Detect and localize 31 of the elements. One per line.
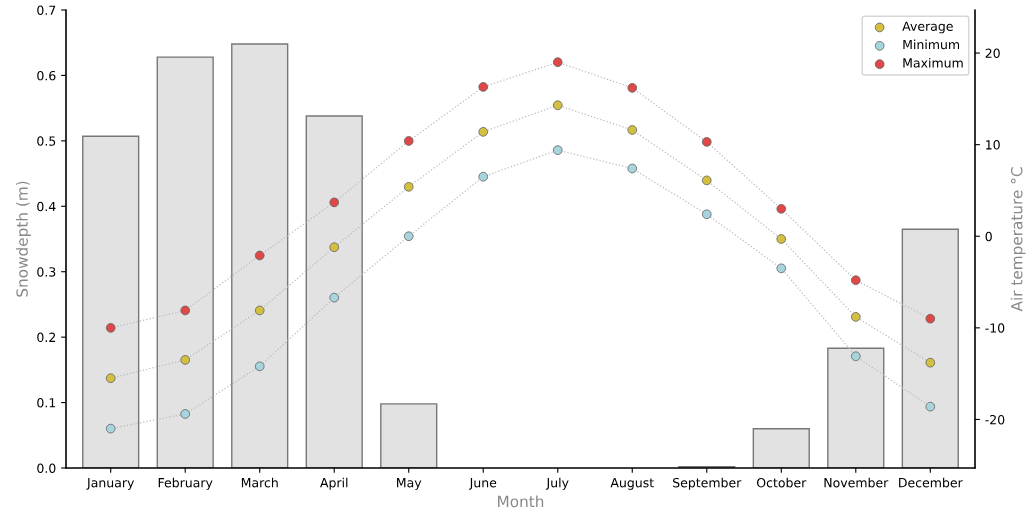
y-tick-label: 0.3 (37, 267, 56, 277)
y-tick-label: 0.2 (37, 332, 56, 343)
x-tick-label: August (610, 478, 654, 490)
x-tick-label: July (545, 477, 569, 490)
x-tick-label: April (320, 477, 348, 490)
x-tick-label: March (241, 477, 278, 488)
x-tick-label: September (673, 477, 742, 490)
x-axis-title: Month (498, 495, 544, 508)
y-tick-label: 0.7 (37, 5, 56, 15)
y2-tick-label: -20 (985, 414, 1005, 425)
y2-axis-title: Air temperature °C (1010, 167, 1026, 312)
y2-tick-label: 20 (985, 48, 1000, 58)
y-axis-title: Snowdepth (m) (16, 181, 31, 297)
y2-tick-label: -10 (985, 323, 1005, 333)
legend-label: Maximum (903, 57, 963, 68)
legend-label: Average (902, 21, 953, 34)
x-tick-label: May (397, 478, 422, 490)
y-tick-label: 0.5 (37, 136, 56, 146)
y2-tick-label: 0 (985, 231, 992, 242)
y-tick-label: 0.1 (37, 398, 56, 408)
y-tick-label: 0.6 (37, 70, 56, 81)
y-tick-label: 0.0 (37, 463, 56, 473)
x-tick-label: October (756, 477, 807, 488)
x-tick-label: November (824, 477, 889, 488)
y2-tick-label: 10 (986, 140, 1000, 150)
x-tick-label: January (86, 478, 135, 490)
x-tick-label: June (468, 478, 497, 490)
y-tick-label: 0.4 (37, 201, 56, 212)
x-tick-label: February (158, 477, 213, 490)
legend-label: Minimum (903, 39, 960, 50)
x-tick-label: December (899, 477, 963, 488)
